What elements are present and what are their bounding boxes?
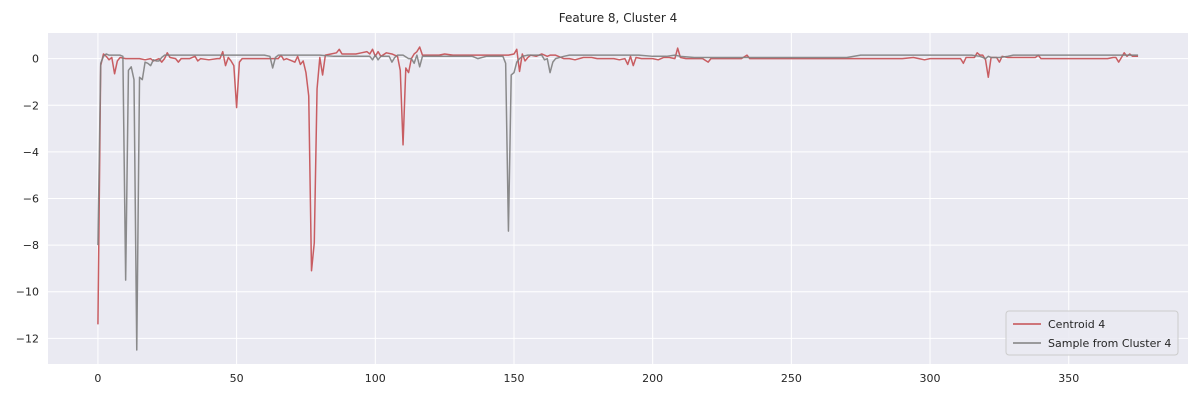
series-layer (97, 46, 1139, 351)
y-tick-label: −12 (16, 332, 39, 345)
x-tick-label: 300 (920, 372, 941, 385)
x-tick-label: 150 (503, 372, 524, 385)
y-tick-label: −4 (23, 146, 39, 159)
x-tick-label: 0 (94, 372, 101, 385)
legend-label-sample: Sample from Cluster 4 (1048, 337, 1171, 350)
axis-ticks: 0 50 100 150 200 250 300 350 0 −2 −4 −6 −8 −10 −12 (16, 53, 1079, 385)
x-tick-label: 100 (365, 372, 386, 385)
y-tick-label: −8 (23, 239, 39, 252)
x-tick-label: 350 (1058, 372, 1079, 385)
legend-label-centroid: Centroid 4 (1048, 318, 1105, 331)
legend: Centroid 4 Sample from Cluster 4 (1005, 310, 1179, 356)
chart-title: Feature 8, Cluster 4 (559, 11, 677, 25)
y-tick-label: 0 (32, 53, 39, 66)
x-tick-label: 50 (230, 372, 244, 385)
x-tick-label: 200 (642, 372, 663, 385)
legend-box (1005, 310, 1179, 356)
series-line-sample (97, 53, 1139, 351)
x-tick-label: 250 (781, 372, 802, 385)
grid (48, 33, 1188, 364)
y-tick-label: −10 (16, 286, 39, 299)
y-tick-label: −2 (23, 99, 39, 112)
y-tick-label: −6 (23, 193, 39, 206)
